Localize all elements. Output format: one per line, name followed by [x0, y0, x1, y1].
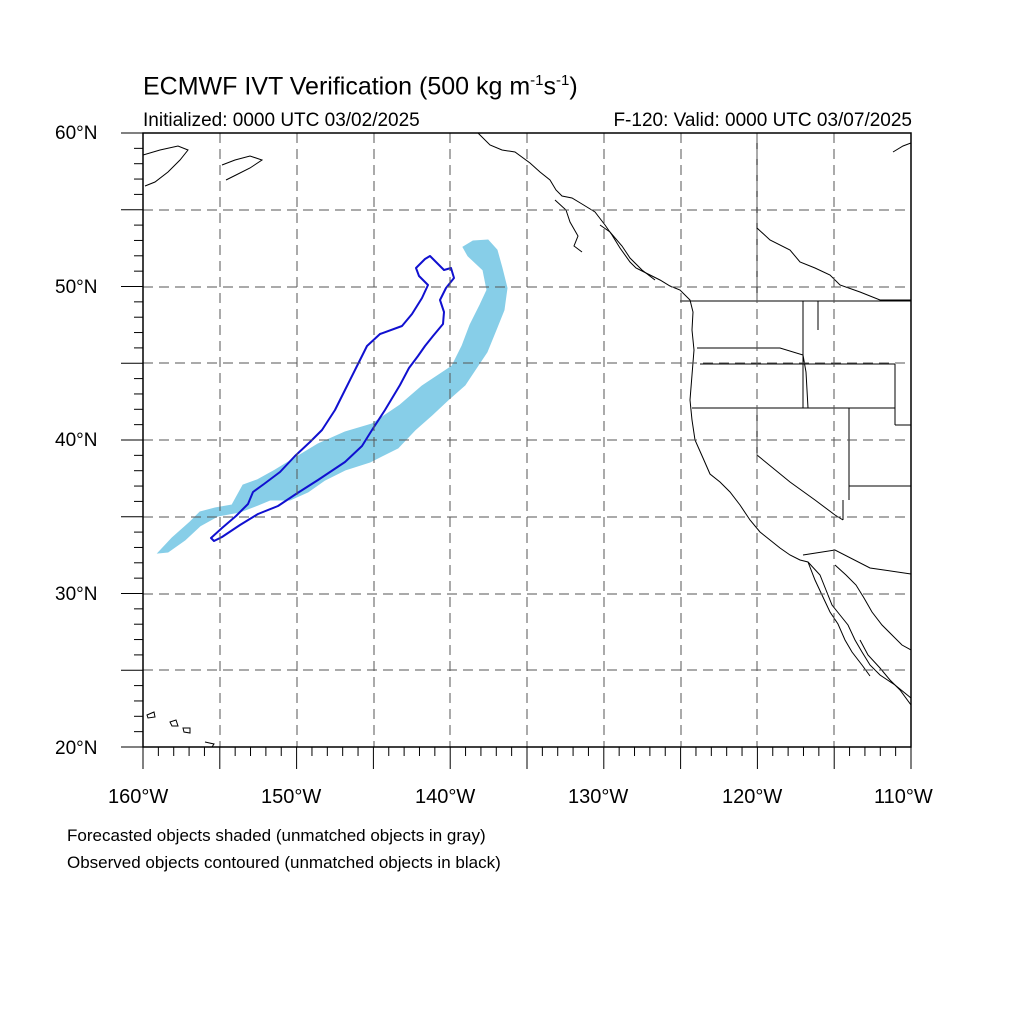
- axis-ticks: [121, 132, 912, 769]
- lat-label-50n: 50°N: [55, 277, 98, 298]
- coastline-bc-islands: [599, 224, 656, 281]
- coastline-alaska: [143, 145, 189, 187]
- coastline-alaska-2: [221, 155, 264, 181]
- initialized-time: Initialized: 0000 UTC 03/02/2025: [143, 110, 420, 131]
- legend-forecast: Forecasted objects shaded (unmatched obj…: [67, 826, 486, 845]
- coastline-bc: [554, 199, 583, 253]
- coastline-baja: [807, 561, 871, 677]
- lat-label-20n: 20°N: [55, 738, 98, 759]
- hawaii-islands: [146, 711, 215, 747]
- hudson-region-outline: [756, 227, 911, 301]
- coastline-mexico-mainland: [859, 639, 911, 706]
- coastline-northeast-corner: [892, 142, 911, 153]
- lon-label-120w: 120°W: [722, 786, 783, 808]
- graticule: [143, 133, 911, 747]
- lat-label-30n: 30°N: [55, 584, 98, 605]
- lon-label-110w: 110°W: [874, 786, 933, 808]
- forecast-ivt-object: [156, 239, 508, 554]
- map-title: ECMWF IVT Verification (500 kg m-1s-1): [143, 72, 578, 101]
- lat-label-60n: 60°N: [55, 123, 98, 144]
- valid-time: F-120: Valid: 0000 UTC 03/07/2025: [613, 110, 912, 131]
- lat-label-40n: 40°N: [55, 430, 98, 451]
- lon-label-150w: 150°W: [261, 786, 322, 808]
- coastline-gulf-california: [834, 564, 911, 651]
- lon-label-160w: 160°W: [108, 786, 169, 808]
- coastline-north-america: [477, 133, 911, 699]
- observed-ivt-contour: [210, 255, 455, 542]
- legend-observed: Observed objects contoured (unmatched ob…: [67, 853, 501, 872]
- lon-label-140w: 140°W: [415, 786, 476, 808]
- lon-label-130w: 130°W: [568, 786, 629, 808]
- political-boundaries: [680, 133, 911, 575]
